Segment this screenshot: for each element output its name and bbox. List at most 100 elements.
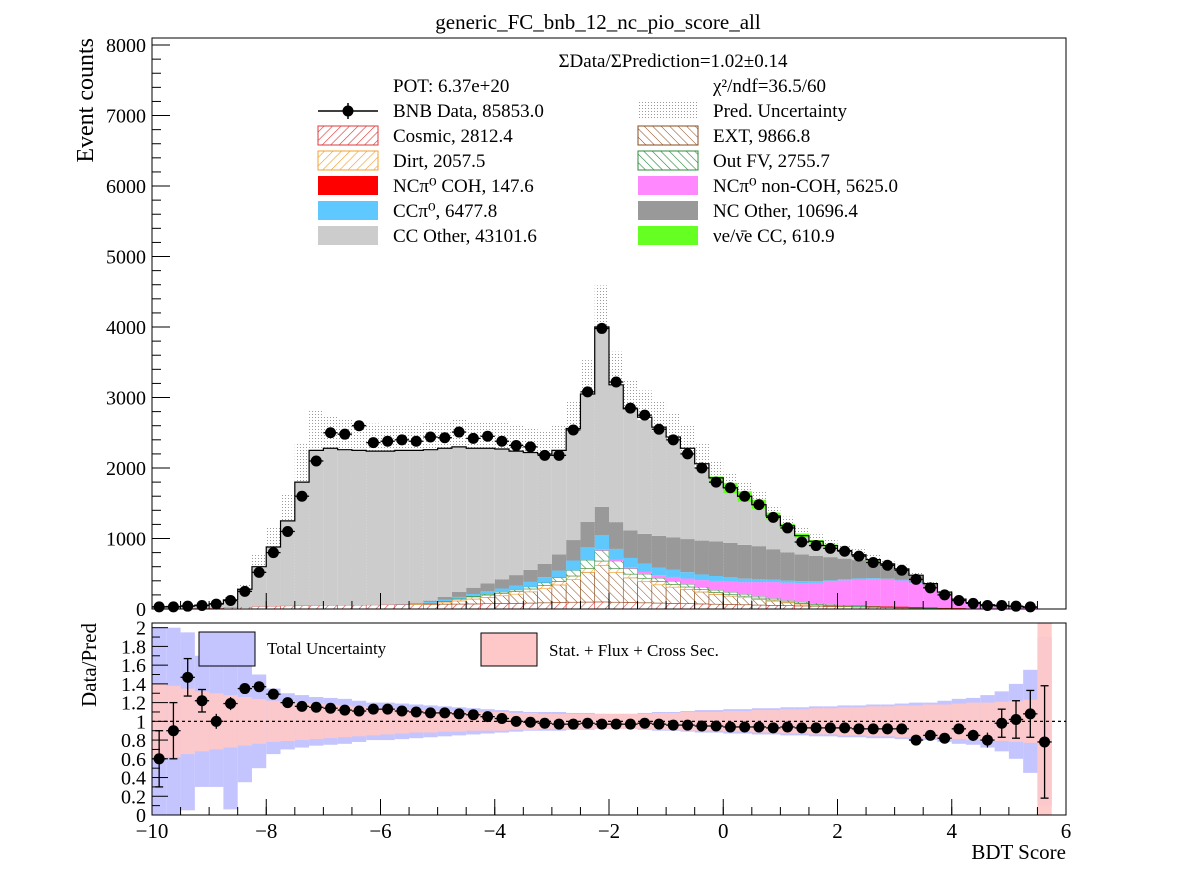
x-tick-label: 0 [718,819,729,843]
bar-cc_other [551,450,567,555]
syst-unc-bin [923,704,938,739]
bar-nc_other [708,541,724,577]
syst-unc-bin [294,702,310,741]
bar-cc_pi0 [609,548,624,560]
bar-cc_pi0 [551,570,567,578]
bar-ext [765,600,781,606]
bar-outfv [765,597,781,601]
series-nc_pi0_coh [837,605,995,609]
legend-swatch-cc-other [318,226,378,245]
bar-cosmic [580,601,596,609]
bar-cc_pi0 [794,581,809,583]
bar-nc_other [509,575,524,586]
bar-cosmic [565,601,581,609]
legend-swatch-nc-pi0-coh [318,176,378,195]
bar-cc_other [751,508,767,547]
bar-cosmic [365,604,381,609]
data-point [696,462,708,474]
bar-cc_other [737,501,752,545]
bar-cosmic [480,603,496,609]
bar-dirt [565,575,581,580]
bar-nc_other [766,549,781,580]
data-point [796,536,808,548]
data-points [152,322,1038,613]
data-point [939,589,951,601]
bar-cc_pi0 [680,572,695,579]
bar-dirt [465,596,481,600]
ratio-point [767,722,779,734]
legend-swatch-outfv [637,150,699,171]
data-point [196,599,208,611]
bar-cc_pi0 [494,588,510,593]
bar-cosmic [337,604,353,609]
bar-dirt [494,592,510,597]
bar-cosmic [294,605,310,609]
bar-cc_pi0 [566,560,581,571]
ratio-point [253,681,265,693]
bar-cc_pi0 [780,580,795,583]
data-point [881,559,893,571]
data-point [981,599,993,611]
ratio-point [739,721,751,733]
syst-unc-bin [366,707,381,736]
ratio-point [981,734,993,746]
bar-nc_pi0_noncoh [794,582,809,603]
ratio-axes: 00.20.40.60.811.21.41.61.82−10 −8 −6 −4 −2 0 2… [121,618,1071,843]
data-point [1024,601,1036,613]
legend-entry-outfv: Out FV, 2755.7 [637,150,830,172]
bar-cosmic [323,605,338,609]
ratio-point [553,718,565,730]
ratio-point [867,723,879,735]
data-point [453,426,465,438]
bar-ext [551,584,567,603]
bar-nc_pi0_noncoh [866,579,881,606]
bar-outfv [622,568,638,575]
data-point [267,547,279,559]
ratio-point [510,715,522,727]
legend-swatch-cc-pi0 [318,201,378,220]
bar-cc_pi0 [480,591,495,595]
pot-annotation: POT: 6.37e+20 [393,76,509,97]
chi2-annotation: χ²/ndf=36.5/60 [712,76,826,97]
bar-outfv [494,591,510,594]
ratio-point [910,734,922,746]
bar-nc_other [751,546,767,580]
syst-unc-bin [966,702,981,741]
bar-nc_other [637,533,652,564]
bar-ext [651,584,667,604]
legend-swatch-stat-flux-xs [480,632,538,667]
bar-nc_other [623,530,638,558]
data-point [639,409,651,421]
bar-cc_other [580,393,595,523]
bar-nc_pi0_noncoh [708,580,724,591]
ratio-y-tick-label: 1.8 [121,636,146,658]
bar-cc_pi0 [723,577,738,582]
bar-ext [451,600,467,605]
ratio-point [396,705,408,717]
data-point [896,564,908,576]
ratio-y-tick-label: 2 [136,618,146,640]
series-nc_other [394,506,1038,608]
bar-dirt [694,589,710,593]
bar-outfv [680,583,695,588]
ratio-point [410,706,422,718]
ratio-point [810,722,822,734]
bar-nc_pi0_noncoh [723,581,738,593]
bar-outfv [580,559,596,569]
bar-cosmic [508,603,524,609]
bar-cc_other [266,546,281,607]
ratio-point [239,683,251,695]
legend-entry-nc-pi0-coh: NCπ⁰ COH, 147.6 [318,176,534,197]
bar-ext [708,594,724,605]
bar-ext [537,588,553,604]
bar-outfv [665,580,681,585]
bar-cc_other [323,448,338,606]
data-point [253,566,265,578]
bar-cc_other [351,450,367,606]
ratio-y-tick-label: 1.2 [121,693,146,715]
data-point [167,601,179,613]
bar-cc_pi0 [523,581,538,587]
data-point [325,427,337,439]
main-y-axis: 0 1000 2000 3000 4000 5000 6000 7000 8000 [106,35,1067,621]
